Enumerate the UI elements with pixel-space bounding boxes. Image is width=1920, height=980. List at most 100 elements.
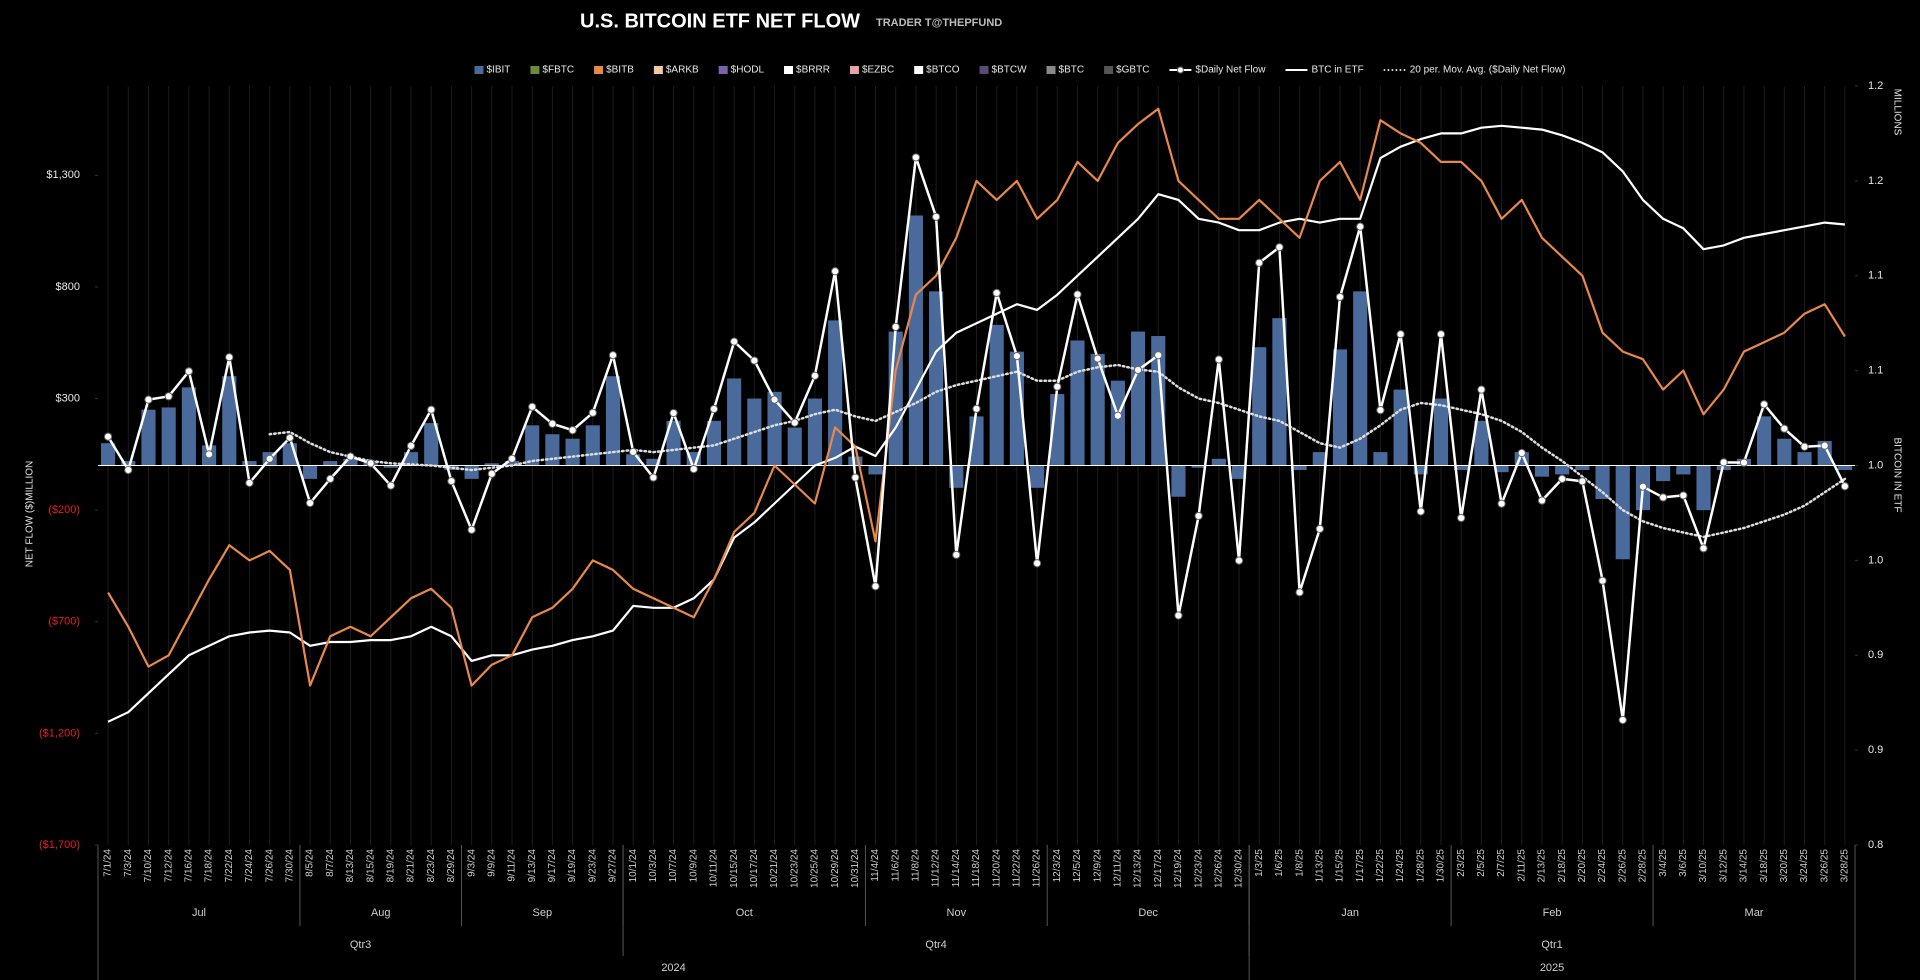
bar: [1615, 465, 1630, 560]
legend-label: $Daily Net Flow: [1195, 65, 1266, 76]
x-tick-label: 7/10/24: [143, 849, 154, 883]
bar: [323, 461, 338, 466]
x-tick-label: 11/18/24: [971, 849, 982, 888]
x-tick-label: 2/3/25: [1456, 849, 1467, 877]
x-tick-label: 8/15/24: [365, 849, 376, 883]
x-tick-label: 11/14/24: [951, 849, 962, 888]
legend-label: BTC in ETF: [1311, 65, 1363, 76]
line-marker: [447, 477, 456, 486]
bar: [1252, 347, 1267, 466]
line-marker: [305, 498, 315, 508]
bar: [141, 409, 156, 466]
x-tick-label: 7/30/24: [284, 849, 295, 883]
bar: [242, 461, 257, 466]
x-tick-label: 12/9/24: [1092, 849, 1103, 883]
line-marker: [467, 525, 476, 534]
legend-item: $BITB: [594, 65, 634, 76]
x-tick-label: 7/3/24: [123, 849, 134, 877]
line-marker: [810, 371, 820, 380]
bar: [1656, 465, 1671, 482]
quarter-label: Qtr3: [350, 939, 371, 951]
x-tick-label: 1/6/25: [1274, 849, 1285, 877]
legend-item: $EZBC: [849, 65, 894, 76]
line-marker: [689, 464, 698, 474]
bar: [989, 324, 1004, 466]
legend-item: $ARKB: [653, 65, 699, 76]
line-marker: [245, 478, 254, 488]
line-marker: [911, 153, 921, 162]
x-tick-label: 7/12/24: [163, 849, 174, 883]
bar: [1353, 291, 1368, 466]
bar: [525, 425, 540, 466]
x-tick-label: 1/15/25: [1335, 849, 1346, 883]
line-marker: [1558, 474, 1567, 483]
bar: [807, 398, 823, 466]
bar: [848, 456, 863, 466]
bar: [1413, 465, 1428, 475]
x-tick-label: 2/18/25: [1557, 849, 1568, 883]
line-marker: [1194, 511, 1203, 521]
line-marker: [1497, 499, 1506, 508]
line-marker: [1113, 411, 1122, 420]
line-marker: [669, 408, 678, 418]
legend-swatch: [653, 66, 663, 74]
y2-tick-label: 0.9: [1868, 649, 1883, 661]
line-marker: [1255, 258, 1264, 267]
legend-swatch: [784, 66, 794, 74]
month-label: Sep: [533, 907, 553, 919]
line-marker: [1618, 715, 1627, 725]
line-marker: [204, 450, 214, 459]
line-marker: [1295, 588, 1304, 597]
bar: [161, 407, 176, 466]
y2-tick-label: 1.1: [1868, 365, 1883, 377]
bar: [1231, 465, 1247, 479]
x-tick-label: 3/10/25: [1698, 849, 1709, 883]
bar: [1130, 331, 1146, 466]
x-tick-label: 9/19/24: [567, 849, 578, 883]
line-marker: [1800, 442, 1809, 451]
bar: [1292, 465, 1307, 470]
legend-item: 20 per. Mov. Avg. ($Daily Net Flow): [1383, 65, 1566, 76]
line-marker: [972, 404, 981, 413]
x-tick-label: 10/15/24: [729, 849, 740, 888]
legend-item: $BTC: [1046, 65, 1084, 76]
x-tick-label: 2/5/25: [1476, 849, 1487, 877]
line-marker: [548, 419, 557, 428]
x-tick-label: 8/5/24: [305, 849, 316, 877]
line-marker: [831, 267, 840, 276]
line-marker: [1396, 330, 1405, 339]
line-marker: [1275, 243, 1284, 252]
line-marker: [730, 337, 739, 346]
chart-title: U.S. BITCOIN ETF NET FLOW: [580, 10, 860, 32]
legend-swatch: [474, 66, 484, 74]
x-tick-label: 12/5/24: [1072, 849, 1083, 883]
line-marker: [507, 454, 517, 463]
line-marker: [1234, 556, 1244, 565]
x-tick-label: 2/26/25: [1617, 849, 1628, 883]
x-tick-label: 9/23/24: [587, 849, 598, 883]
line-marker: [406, 441, 416, 450]
line-marker: [144, 395, 153, 404]
x-tick-label: 3/12/25: [1718, 849, 1729, 883]
line-marker: [1053, 382, 1062, 391]
line-marker: [1174, 611, 1183, 620]
bar: [1312, 452, 1327, 466]
line-marker: [1760, 400, 1769, 409]
line-marker: [1436, 330, 1446, 339]
legend-swatch: [849, 66, 859, 74]
bar: [1070, 340, 1085, 466]
x-tick-label: 3/4/25: [1658, 849, 1669, 877]
legend-marker: [1176, 66, 1184, 74]
x-tick-label: 10/23/24: [789, 849, 800, 888]
x-tick-label: 11/4/24: [870, 849, 881, 882]
legend-item: $Daily Net Flow: [1169, 65, 1266, 76]
legend-label: $HODL: [731, 65, 765, 76]
line-marker: [1133, 365, 1143, 375]
bar: [424, 423, 439, 466]
quarter-label: Qtr1: [1541, 939, 1562, 951]
bar: [464, 465, 479, 479]
bar: [343, 458, 358, 466]
x-tick-label: 11/6/24: [890, 849, 901, 882]
x-tick-label: 12/3/24: [1052, 849, 1063, 883]
